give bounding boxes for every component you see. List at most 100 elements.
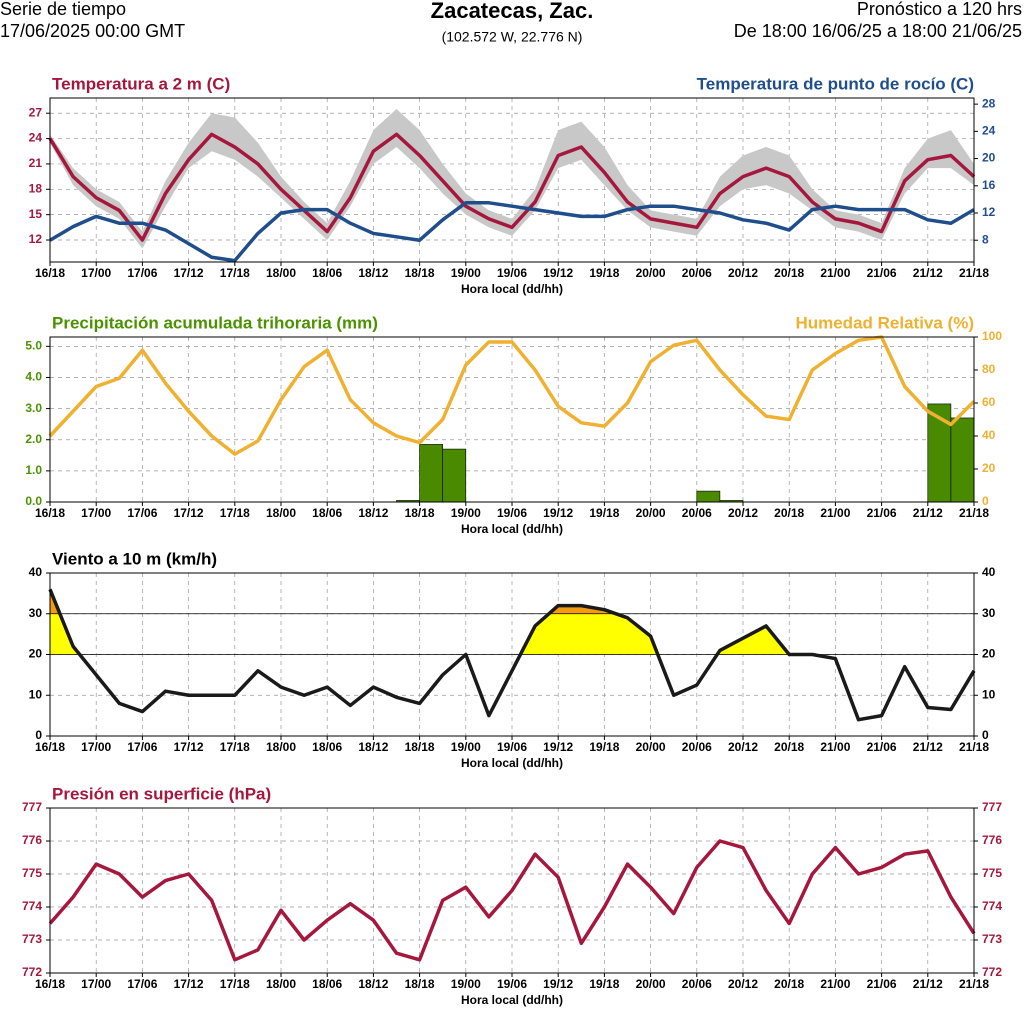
- x-tick-label: 21/18: [959, 740, 989, 754]
- x-tick-label: 17/18: [220, 977, 250, 991]
- y2-tick-label: 775: [982, 866, 1002, 880]
- x-tick-label: 18/12: [358, 506, 388, 520]
- x-axis-label: Hora local (dd/hh): [461, 756, 563, 770]
- y-tick-label: 15: [29, 207, 43, 221]
- x-tick-label: 21/00: [820, 740, 850, 754]
- panel: 16/18 17/00 17/06 17/12 17/18 18/00 18/06 18/12…: [22, 784, 1002, 1007]
- y-tick-label: 0.0: [25, 494, 42, 508]
- panel: 16/18 17/00 17/06 17/12 17/18 18/00 18/06 18/12…: [25, 313, 1002, 536]
- x-tick-label: 17/06: [127, 506, 157, 520]
- y2-tick-label: 774: [982, 899, 1002, 913]
- x-tick-label: 20/00: [636, 506, 666, 520]
- y-tick-label: 1.0: [25, 463, 42, 477]
- y-tick-label: 27: [29, 105, 43, 119]
- y2-tick-label: 100: [982, 329, 1002, 343]
- y2-tick-label: 24: [982, 124, 996, 138]
- x-tick-label: 20/12: [728, 506, 758, 520]
- x-tick-label: 16/18: [35, 506, 65, 520]
- x-tick-label: 19/06: [497, 506, 527, 520]
- x-axis-label: Hora local (dd/hh): [461, 993, 563, 1007]
- x-tick-label: 20/06: [682, 977, 712, 991]
- y2-tick-label: 20: [982, 647, 996, 661]
- x-axis-label: Hora local (dd/hh): [461, 522, 563, 536]
- y2-tick-label: 40: [982, 428, 996, 442]
- x-tick-label: 20/06: [682, 266, 712, 280]
- x-tick-label: 17/00: [81, 266, 111, 280]
- y-tick-label: 30: [29, 606, 43, 620]
- x-tick-label: 19/06: [497, 266, 527, 280]
- x-tick-label: 19/12: [543, 266, 573, 280]
- x-tick-label: 21/12: [913, 740, 943, 754]
- y-tick-label: 10: [29, 687, 43, 701]
- y2-tick-label: 20: [982, 461, 996, 475]
- x-tick-label: 21/12: [913, 506, 943, 520]
- x-tick-label: 21/12: [913, 266, 943, 280]
- y-tick-label: 3.0: [25, 401, 42, 415]
- series-line: [48, 335, 976, 456]
- x-tick-label: 20/12: [728, 740, 758, 754]
- x-tick-label: 17/06: [127, 266, 157, 280]
- plot-frame: [49, 97, 975, 263]
- y2-tick-label: 10: [982, 687, 996, 701]
- x-tick-label: 17/00: [81, 740, 111, 754]
- plot-frame: [49, 572, 975, 737]
- x-tick-label: 20/00: [636, 977, 666, 991]
- x-tick-label: 17/12: [174, 506, 204, 520]
- x-tick-label: 20/18: [774, 977, 804, 991]
- y2-tick-label: 12: [982, 205, 996, 219]
- x-tick-label: 20/18: [774, 740, 804, 754]
- x-tick-label: 21/06: [867, 740, 897, 754]
- x-tick-label: 19/00: [451, 977, 481, 991]
- y-tick-label: 20: [29, 647, 43, 661]
- x-tick-label: 20/12: [728, 266, 758, 280]
- x-tick-label: 19/18: [589, 506, 619, 520]
- x-tick-label: 20/00: [636, 266, 666, 280]
- precip-bar: [950, 417, 975, 503]
- x-tick-label: 18/00: [266, 266, 296, 280]
- panel: 16/18 17/00 17/06 17/12 17/18 18/00 18/06 18/12…: [29, 549, 996, 770]
- precip-bar: [442, 448, 467, 503]
- x-tick-label: 19/18: [589, 740, 619, 754]
- y-tick-label: 0: [35, 728, 42, 742]
- x-tick-label: 19/12: [543, 740, 573, 754]
- panel-title-right: Humedad Relativa (%): [795, 313, 974, 332]
- x-tick-label: 18/18: [405, 506, 435, 520]
- panel: 16/18 17/00 17/06 17/12 17/18 18/00 18/06 18/12…: [29, 74, 996, 296]
- y2-tick-label: 40: [982, 565, 996, 579]
- x-tick-label: 18/00: [266, 506, 296, 520]
- header-title: Zacatecas, Zac.: [431, 0, 594, 23]
- x-tick-label: 19/12: [543, 977, 573, 991]
- plot-frame: [49, 807, 975, 974]
- x-tick-label: 16/18: [35, 740, 65, 754]
- y2-tick-label: 776: [982, 833, 1002, 847]
- y-tick-label: 773: [22, 932, 42, 946]
- y-tick-label: 777: [22, 800, 42, 814]
- x-tick-label: 18/12: [358, 740, 388, 754]
- y-tick-label: 21: [29, 156, 43, 170]
- panel-title-right: Temperatura de punto de rocío (C): [697, 74, 974, 93]
- panel-title: Temperatura a 2 m (C): [52, 74, 230, 93]
- x-axis-label: Hora local (dd/hh): [461, 282, 563, 296]
- x-tick-label: 19/00: [451, 740, 481, 754]
- panel-title: Precipitación acumulada trihoraria (mm): [52, 313, 378, 332]
- precip-bar: [696, 490, 721, 503]
- y2-tick-label: 28: [982, 96, 996, 110]
- x-tick-label: 20/18: [774, 506, 804, 520]
- x-tick-label: 20/00: [636, 740, 666, 754]
- y-tick-label: 40: [29, 565, 43, 579]
- x-tick-label: 20/06: [682, 740, 712, 754]
- series-line: [49, 201, 975, 263]
- x-tick-label: 21/06: [867, 977, 897, 991]
- series-line: [48, 588, 976, 722]
- x-tick-label: 18/00: [266, 977, 296, 991]
- y-tick-label: 5.0: [25, 339, 42, 353]
- x-tick-label: 21/06: [867, 266, 897, 280]
- y-tick-label: 2.0: [25, 432, 42, 446]
- x-tick-label: 18/18: [405, 977, 435, 991]
- x-tick-label: 21/00: [820, 266, 850, 280]
- y2-tick-label: 80: [982, 362, 996, 376]
- x-tick-label: 18/06: [312, 266, 342, 280]
- x-tick-label: 17/00: [81, 506, 111, 520]
- x-tick-label: 17/18: [220, 506, 250, 520]
